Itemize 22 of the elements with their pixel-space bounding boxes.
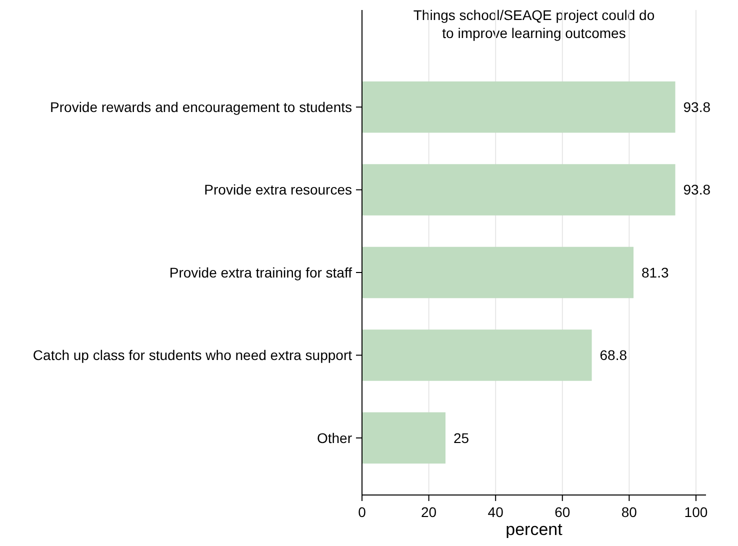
y-tick-label: Other bbox=[316, 430, 352, 446]
data-label: 93.8 bbox=[683, 182, 711, 198]
x-tick-label: 40 bbox=[488, 504, 504, 520]
data-label: 93.8 bbox=[683, 98, 711, 115]
data-label: 81.3 bbox=[642, 264, 669, 280]
bar bbox=[362, 81, 676, 133]
y-tick-label: Catch up class for students who need extra support bbox=[32, 347, 352, 364]
x-tick-label: 80 bbox=[621, 504, 638, 520]
x-tick-label: 20 bbox=[421, 504, 437, 520]
y-tick-label: Provide rewards and encouragement to students bbox=[50, 98, 352, 115]
data-label: 68.8 bbox=[600, 347, 628, 364]
bar bbox=[362, 164, 676, 216]
bar bbox=[362, 330, 592, 381]
x-tick-label: 100 bbox=[684, 504, 708, 520]
bar bbox=[362, 412, 446, 464]
y-tick-label: Provide extra resources bbox=[204, 182, 352, 198]
data-label: 25 bbox=[453, 430, 470, 446]
bar bbox=[362, 246, 634, 298]
x-tick-label: 60 bbox=[554, 504, 570, 520]
x-tick-label: 0 bbox=[358, 504, 366, 520]
chart-title: Things school/SEAQE project could do to improve learning outcomes bbox=[413, 7, 655, 41]
y-tick-label: Provide extra training for staff bbox=[169, 264, 352, 280]
